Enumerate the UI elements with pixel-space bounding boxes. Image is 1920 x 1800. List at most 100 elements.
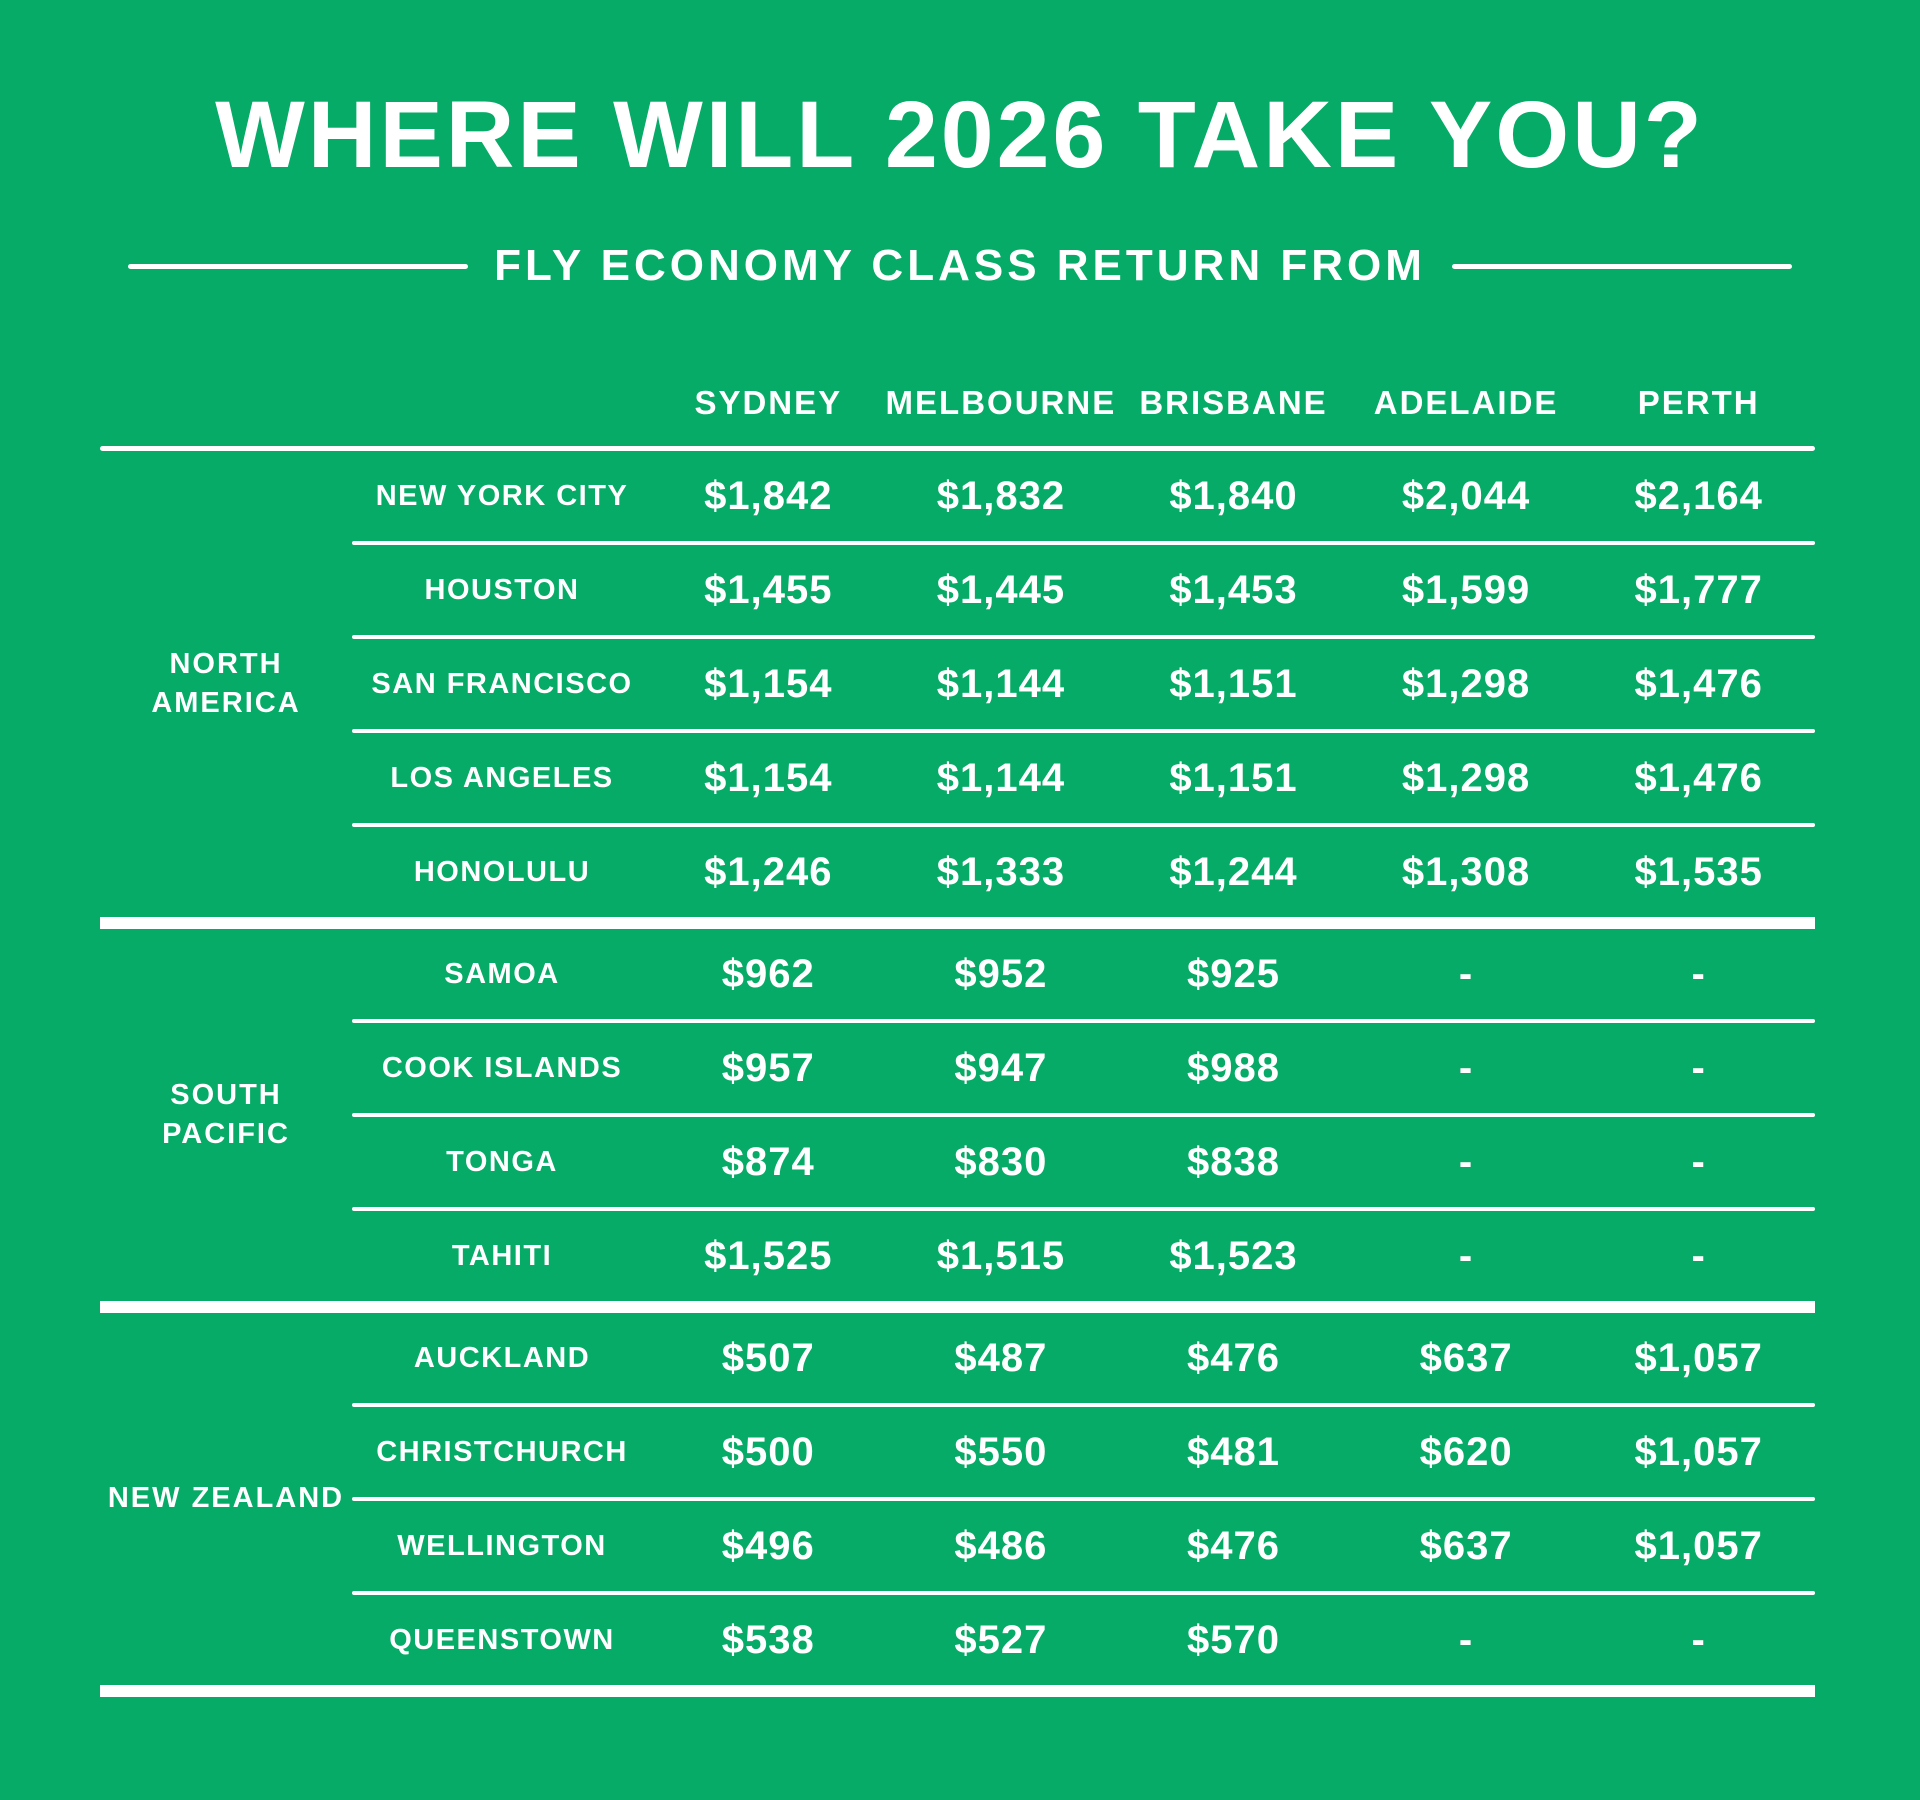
price-cell: $1,535 bbox=[1634, 849, 1763, 894]
city-label: AUCKLAND bbox=[413, 1341, 591, 1374]
price-cell: $1,151 bbox=[1169, 661, 1298, 706]
subtitle-right-rule bbox=[1451, 263, 1793, 269]
table-row: QUEENSTOWN $538 $527 $570 - - bbox=[100, 1595, 1815, 1685]
price-cell: $830 bbox=[954, 1139, 1048, 1184]
page-subtitle: FLY ECONOMY CLASS RETURN FROM bbox=[494, 241, 1426, 290]
column-header-melbourne: MELBOURNE bbox=[885, 383, 1117, 421]
city-label: CHRISTCHURCH bbox=[376, 1435, 628, 1468]
price-cell: $1,308 bbox=[1401, 849, 1531, 894]
missing-price-cell: - bbox=[1691, 1617, 1706, 1662]
region-group-north-america: NORTH AMERICA NEW YORK CITY $1,842 $1,832 $1,… bbox=[100, 451, 1815, 917]
price-cell: $1,445 bbox=[936, 567, 1066, 612]
table-body: NORTH AMERICA NEW YORK CITY $1,842 $1,832 $1,… bbox=[100, 451, 1815, 1685]
missing-price-cell: - bbox=[1691, 951, 1706, 996]
price-cell: $1,057 bbox=[1634, 1429, 1763, 1474]
price-cell: $957 bbox=[721, 1045, 815, 1090]
price-cell: $476 bbox=[1187, 1335, 1280, 1380]
row-divider bbox=[352, 823, 1815, 827]
region-label-line: PACIFIC bbox=[162, 1118, 290, 1150]
group-divider bbox=[100, 917, 1815, 929]
table-row: COOK ISLANDS $957 $947 $988 - - bbox=[100, 1023, 1815, 1113]
price-cell: $476 bbox=[1187, 1523, 1280, 1568]
row-divider bbox=[352, 635, 1815, 639]
missing-price-cell: - bbox=[1691, 1233, 1706, 1278]
price-cell: $1,523 bbox=[1169, 1233, 1298, 1278]
price-cell: $988 bbox=[1187, 1045, 1280, 1090]
price-cell: $1,842 bbox=[704, 473, 833, 518]
price-cell: $1,144 bbox=[936, 755, 1066, 800]
price-cell: $620 bbox=[1419, 1429, 1513, 1474]
city-label: TAHITI bbox=[451, 1239, 553, 1272]
price-cell: $1,515 bbox=[936, 1233, 1066, 1278]
price-cell: $874 bbox=[721, 1139, 815, 1184]
missing-price-cell: - bbox=[1458, 1045, 1474, 1090]
price-cell: $1,599 bbox=[1401, 567, 1531, 612]
header-divider bbox=[100, 446, 1815, 451]
price-cell: $952 bbox=[954, 951, 1048, 996]
price-cell: $570 bbox=[1187, 1617, 1280, 1662]
price-cell: $1,244 bbox=[1169, 849, 1298, 894]
region-label: NEW ZEALAND bbox=[100, 1313, 352, 1685]
table-row: LOS ANGELES $1,154 $1,144 $1,151 $1,298 $1,47… bbox=[100, 733, 1815, 823]
row-divider bbox=[352, 1019, 1815, 1023]
city-label: HONOLULU bbox=[413, 855, 591, 888]
table-row: HONOLULU $1,246 $1,333 $1,244 $1,308 $1,535 bbox=[100, 827, 1815, 917]
city-label: COOK ISLANDS bbox=[381, 1051, 623, 1084]
price-cell: $838 bbox=[1187, 1139, 1280, 1184]
row-divider bbox=[352, 1113, 1815, 1117]
missing-price-cell: - bbox=[1458, 1617, 1474, 1662]
price-cell: $1,333 bbox=[936, 849, 1066, 894]
price-cell: $637 bbox=[1419, 1335, 1513, 1380]
price-table: SYDNEY MELBOURNE BRISBANE ADELAIDE PERTH NOR… bbox=[100, 359, 1815, 1697]
missing-price-cell: - bbox=[1691, 1139, 1706, 1184]
table-header-row: SYDNEY MELBOURNE BRISBANE ADELAIDE PERTH bbox=[100, 359, 1815, 446]
region-label: SOUTH PACIFIC bbox=[100, 929, 352, 1301]
page-title: WHERE WILL 2026 TAKE YOU? bbox=[215, 82, 1705, 188]
price-cell: $1,154 bbox=[704, 661, 833, 706]
city-label: NEW YORK CITY bbox=[375, 479, 629, 512]
table-row: SAN FRANCISCO $1,154 $1,144 $1,151 $1,298 $1,… bbox=[100, 639, 1815, 729]
price-cell: $1,057 bbox=[1634, 1335, 1763, 1380]
price-cell: $1,154 bbox=[704, 755, 833, 800]
price-cell: $2,164 bbox=[1634, 473, 1763, 518]
city-label: SAMOA bbox=[444, 957, 560, 990]
price-cell: $538 bbox=[721, 1617, 815, 1662]
region-group-new-zealand: NEW ZEALAND AUCKLAND $507 $487 $476 $637 $1,05… bbox=[100, 1313, 1815, 1685]
price-cell: $496 bbox=[721, 1523, 815, 1568]
region-label-line: NEW ZEALAND bbox=[107, 1482, 345, 1515]
table-row: TAHITI $1,525 $1,515 $1,523 - - bbox=[100, 1211, 1815, 1301]
price-cell: $1,246 bbox=[704, 849, 833, 894]
price-cell: $1,476 bbox=[1634, 661, 1763, 706]
city-label: WELLINGTON bbox=[397, 1529, 607, 1562]
column-header-brisbane: BRISBANE bbox=[1139, 383, 1328, 421]
table-row: SAMOA $962 $952 $925 - - bbox=[100, 929, 1815, 1019]
price-cell: $1,525 bbox=[704, 1233, 833, 1278]
column-header-sydney: SYDNEY bbox=[694, 383, 843, 421]
row-divider bbox=[352, 729, 1815, 733]
row-divider bbox=[352, 1403, 1815, 1407]
row-divider bbox=[352, 1497, 1815, 1501]
price-cell: $947 bbox=[954, 1045, 1048, 1090]
table-bottom-border bbox=[100, 1685, 1815, 1697]
price-cell: $962 bbox=[721, 951, 815, 996]
price-cell: $486 bbox=[954, 1523, 1048, 1568]
price-cell: $637 bbox=[1419, 1523, 1513, 1568]
price-cell: $1,455 bbox=[704, 567, 833, 612]
subtitle-row: FLY ECONOMY CLASS RETURN FROM bbox=[128, 241, 1793, 291]
column-header-perth: PERTH bbox=[1637, 383, 1760, 421]
region-label-line: NORTH bbox=[169, 647, 283, 680]
price-cell: $1,832 bbox=[936, 473, 1066, 518]
price-cell: $507 bbox=[721, 1335, 815, 1380]
city-label: SAN FRANCISCO bbox=[371, 667, 633, 700]
table-row: AUCKLAND $507 $487 $476 $637 $1,057 bbox=[100, 1313, 1815, 1403]
missing-price-cell: - bbox=[1458, 1139, 1474, 1184]
price-cell: $527 bbox=[954, 1617, 1048, 1662]
price-cell: $1,777 bbox=[1634, 567, 1763, 612]
column-header-adelaide: ADELAIDE bbox=[1373, 383, 1559, 421]
region-label-line: SOUTH bbox=[170, 1078, 282, 1111]
table-row: HOUSTON $1,455 $1,445 $1,453 $1,599 $1,777 bbox=[100, 545, 1815, 635]
region-label-line: AMERICA bbox=[151, 687, 301, 719]
price-cell: $487 bbox=[954, 1335, 1048, 1380]
price-cell: $1,453 bbox=[1169, 567, 1298, 612]
price-cell: $500 bbox=[721, 1429, 815, 1474]
